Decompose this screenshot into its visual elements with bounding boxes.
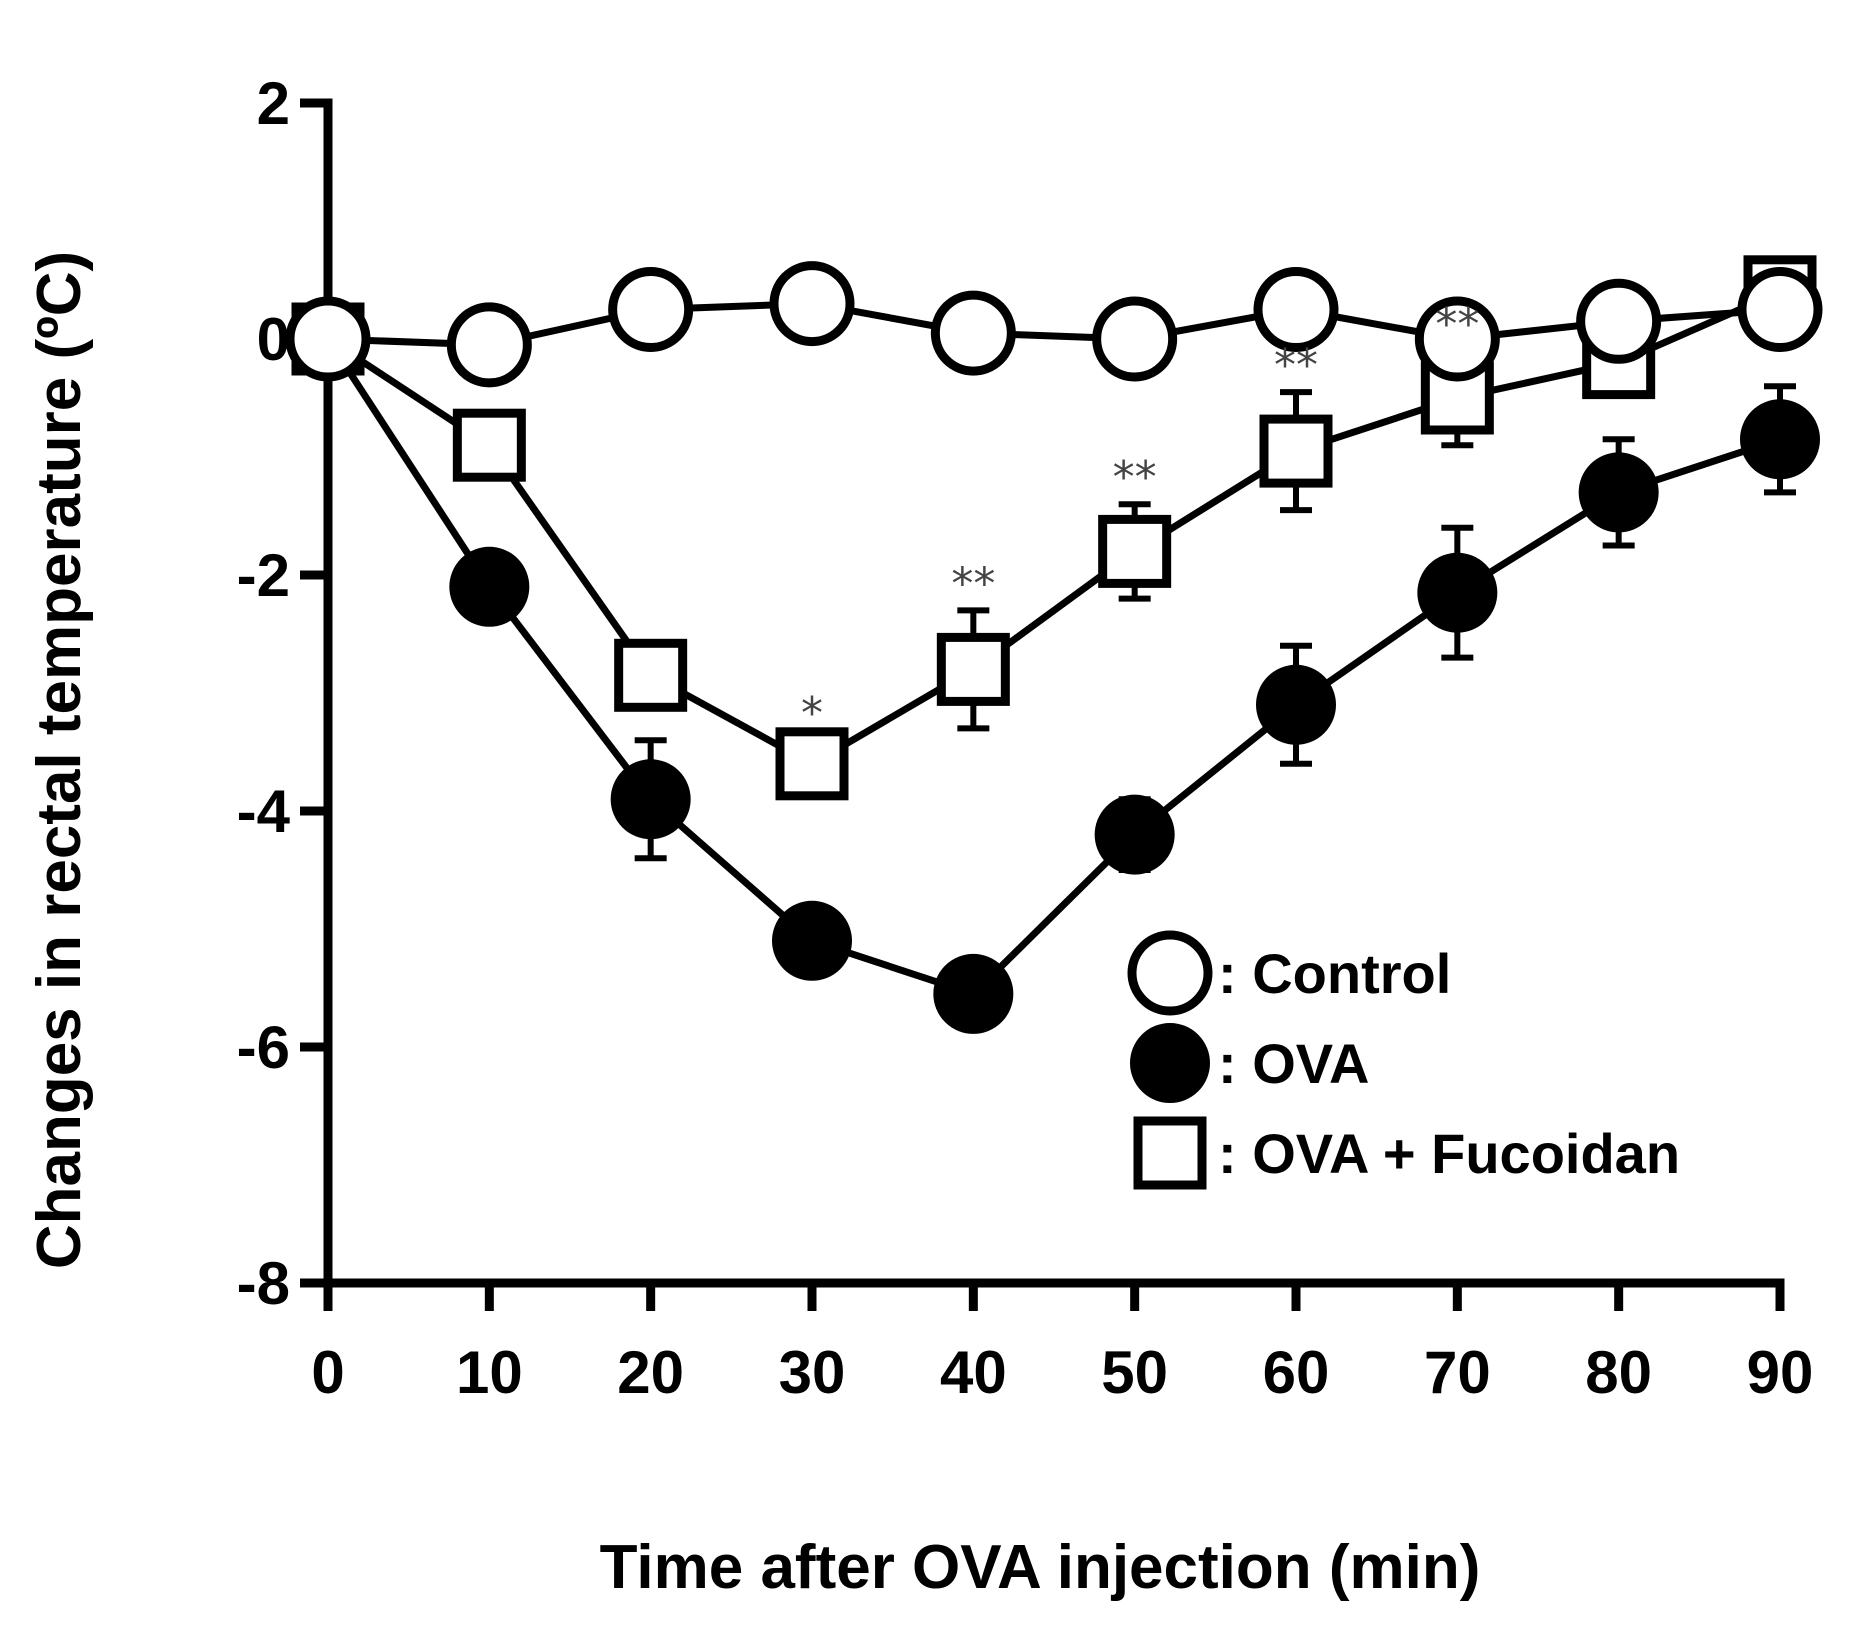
data-point: [1092, 296, 1178, 382]
x-tick-label: 10: [456, 1339, 523, 1406]
plot-area: 20-2-4-6-80 10 20 30 40 50 60 70 80 90*********: [237, 70, 1823, 1406]
data-point: [775, 727, 849, 801]
data-point: [1576, 278, 1662, 364]
x-tick-label: 50: [1101, 1339, 1168, 1406]
y-tick-label: -6: [237, 1014, 290, 1081]
data-point: [933, 953, 1014, 1034]
x-tick-label: 80: [1585, 1339, 1652, 1406]
data-point: [449, 546, 530, 627]
data-point: [936, 632, 1010, 706]
data-point: [1094, 794, 1175, 875]
y-tick-label: -4: [237, 778, 291, 845]
series-line: [325, 337, 1782, 998]
data-point: [1578, 452, 1659, 533]
data-point: [772, 900, 852, 981]
legend-marker: [1130, 1023, 1210, 1103]
x-tick-label: 0: [311, 1339, 344, 1406]
significance-label: **: [1113, 452, 1157, 503]
legend-label: : OVA + Fucoidan: [1218, 1122, 1680, 1185]
series-control: [285, 261, 1823, 388]
legend-label: : Control: [1218, 942, 1451, 1005]
y-tick-label: 0: [257, 306, 290, 373]
significance-label: **: [1435, 299, 1479, 350]
series-line: [327, 300, 1781, 349]
data-point: [769, 261, 855, 347]
data-point: [1253, 267, 1339, 352]
significance-label: **: [951, 558, 995, 609]
data-point: [614, 638, 688, 712]
data-point: [452, 408, 526, 482]
data-point: [1737, 267, 1823, 352]
x-tick-label: 30: [779, 1339, 846, 1406]
data-point: [1256, 664, 1336, 745]
x-tick-label: 90: [1747, 1339, 1814, 1406]
data-point: [608, 267, 694, 352]
x-tick-label: 70: [1424, 1339, 1491, 1406]
legend-marker: [1127, 930, 1213, 1016]
legend: : Control : OVA : OVA + Fucoidan: [1127, 930, 1680, 1190]
y-axis-title: Changes in rectal temperature (ºC): [25, 251, 94, 1269]
data-point: [446, 302, 532, 388]
legend-label: : OVA: [1218, 1032, 1369, 1095]
data-point: [1098, 514, 1172, 588]
significance-label: *: [801, 688, 823, 739]
data-point: [930, 290, 1016, 376]
x-axis-title: Time after OVA injection (min): [600, 1533, 1481, 1602]
data-point: [1420, 361, 1494, 435]
data-point: [285, 296, 371, 382]
series-line: [326, 288, 1782, 768]
data-point: [610, 759, 691, 840]
x-tick-label: 40: [940, 1339, 1007, 1406]
x-tick-label: 60: [1263, 1339, 1330, 1406]
legend-marker: [1133, 1116, 1207, 1190]
y-axis-title-group: Changes in rectal temperature (ºC): [25, 251, 94, 1269]
data-point: [1414, 296, 1500, 382]
data-point: [1417, 552, 1498, 633]
significance-label: **: [1274, 340, 1318, 391]
y-tick-label: -8: [237, 1250, 290, 1317]
y-tick-label: -2: [237, 542, 290, 609]
data-point: [1259, 414, 1333, 488]
x-tick-label: 20: [617, 1339, 684, 1406]
y-tick-label: 2: [257, 70, 290, 137]
data-point: [1740, 399, 1820, 480]
